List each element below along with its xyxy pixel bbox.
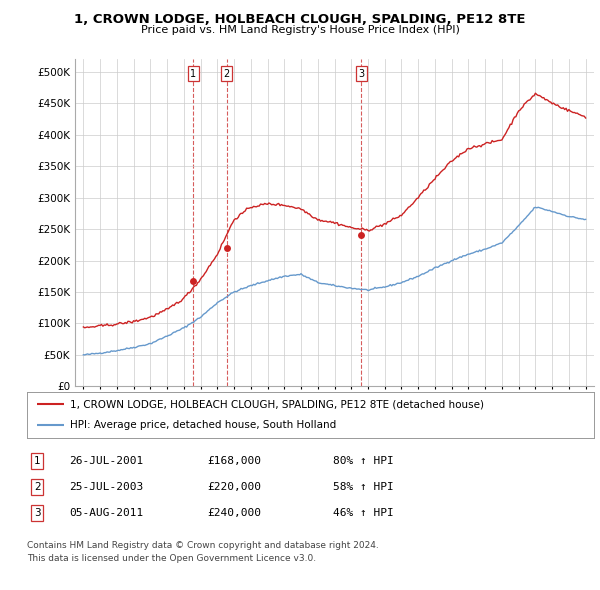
Text: Price paid vs. HM Land Registry's House Price Index (HPI): Price paid vs. HM Land Registry's House …: [140, 25, 460, 35]
Text: This data is licensed under the Open Government Licence v3.0.: This data is licensed under the Open Gov…: [27, 554, 316, 563]
Text: 1: 1: [190, 69, 196, 78]
Text: £168,000: £168,000: [207, 457, 261, 466]
Text: 2: 2: [224, 69, 230, 78]
Text: 2: 2: [34, 482, 41, 491]
Text: 26-JUL-2001: 26-JUL-2001: [69, 457, 143, 466]
Text: 80% ↑ HPI: 80% ↑ HPI: [333, 457, 394, 466]
Text: 3: 3: [358, 69, 364, 78]
Text: 1, CROWN LODGE, HOLBEACH CLOUGH, SPALDING, PE12 8TE (detached house): 1, CROWN LODGE, HOLBEACH CLOUGH, SPALDIN…: [70, 399, 484, 409]
Text: £220,000: £220,000: [207, 482, 261, 491]
Text: 1: 1: [34, 457, 41, 466]
Text: HPI: Average price, detached house, South Holland: HPI: Average price, detached house, Sout…: [70, 420, 336, 430]
Text: 58% ↑ HPI: 58% ↑ HPI: [333, 482, 394, 491]
Text: £240,000: £240,000: [207, 509, 261, 518]
Text: 25-JUL-2003: 25-JUL-2003: [69, 482, 143, 491]
Text: 05-AUG-2011: 05-AUG-2011: [69, 509, 143, 518]
Text: 3: 3: [34, 509, 41, 518]
Text: Contains HM Land Registry data © Crown copyright and database right 2024.: Contains HM Land Registry data © Crown c…: [27, 541, 379, 550]
Text: 46% ↑ HPI: 46% ↑ HPI: [333, 509, 394, 518]
Text: 1, CROWN LODGE, HOLBEACH CLOUGH, SPALDING, PE12 8TE: 1, CROWN LODGE, HOLBEACH CLOUGH, SPALDIN…: [74, 13, 526, 26]
